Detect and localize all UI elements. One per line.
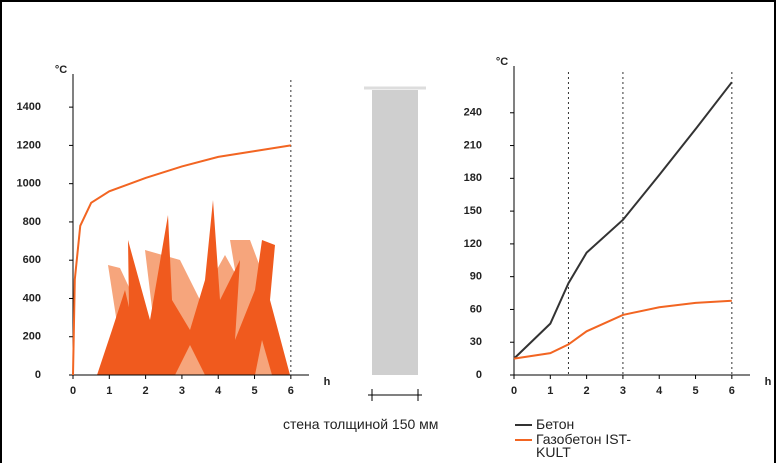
x-tick-label: 6: [288, 385, 294, 397]
x-tick-label: 2: [143, 385, 149, 397]
y-tick-label: 800: [23, 216, 41, 228]
y-tick-label: 0: [35, 369, 41, 381]
wall-caption: стена толщиной 150 мм: [283, 416, 439, 432]
y-tick-label: 1400: [17, 101, 41, 113]
y-tick-label: 90: [470, 271, 482, 283]
x-tick-label: 4: [215, 385, 222, 397]
y-axis-label: °C: [55, 64, 67, 76]
y-tick-label: 180: [464, 172, 482, 184]
y-tick-label: 30: [470, 336, 482, 348]
y-tick-label: 600: [23, 254, 41, 266]
flames: [97, 200, 290, 375]
x-tick-label: 5: [251, 385, 257, 397]
x-axis-label: h: [765, 376, 772, 388]
x-tick-label: 1: [106, 385, 112, 397]
x-tick-label: 3: [620, 385, 626, 397]
y-tick-label: 60: [470, 303, 482, 315]
y-tick-label: 200: [23, 331, 41, 343]
y-tick-label: 400: [23, 292, 41, 304]
y-tick-label: 0: [476, 369, 482, 381]
x-tick-label: 4: [656, 385, 663, 397]
y-tick-label: 150: [464, 205, 482, 217]
x-tick-label: 0: [511, 385, 517, 397]
x-tick-label: 5: [692, 385, 698, 397]
wall: [372, 90, 418, 375]
legend-label: Бетон: [536, 416, 575, 432]
x-tick-label: 1: [547, 385, 553, 397]
x-tick-label: 0: [70, 385, 76, 397]
x-tick-label: 6: [729, 385, 735, 397]
y-tick-label: 1000: [17, 178, 41, 190]
legend-label: Газобетон IST-KULT: [536, 431, 631, 460]
x-tick-label: 3: [179, 385, 185, 397]
y-tick-label: 1200: [17, 139, 41, 151]
y-tick-label: 120: [464, 238, 482, 250]
series-line: [513, 81, 733, 360]
x-axis-label: h: [324, 376, 331, 388]
x-tick-label: 2: [584, 385, 590, 397]
series-line: [513, 299, 732, 360]
y-tick-label: 210: [464, 139, 482, 151]
y-axis-label: °C: [496, 56, 508, 68]
series-line: [72, 144, 292, 376]
y-tick-label: 240: [464, 107, 482, 119]
